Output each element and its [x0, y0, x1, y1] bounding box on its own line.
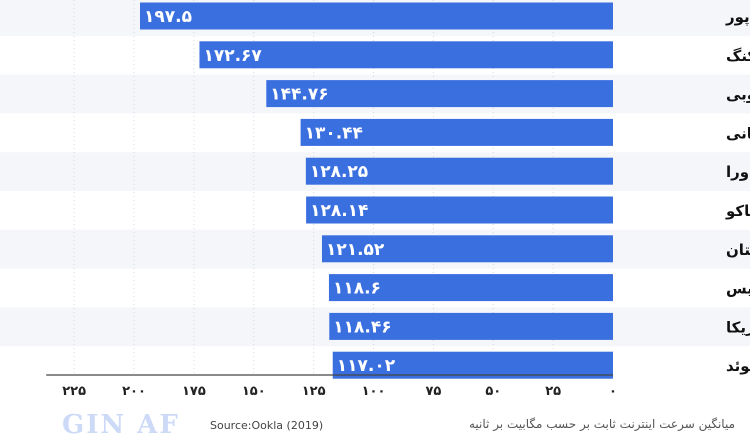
bar-value-label: ۱۱۸.۴۶ — [333, 317, 391, 337]
category-label: کره‌ی جنوبی — [726, 86, 750, 104]
category-label: رومانی — [726, 124, 750, 142]
gridlines — [73, 0, 554, 375]
bar — [300, 118, 613, 146]
category-label: سنگاپور — [725, 8, 750, 27]
bar-value-label: ۱۱۷.۰۲ — [337, 356, 396, 376]
category-label: هنگ کنگ — [726, 47, 750, 65]
bar — [266, 80, 613, 108]
bar-value-label: ۱۷۲.۶۷ — [203, 46, 262, 66]
bar — [199, 41, 613, 69]
bar-value-label: ۱۲۸.۲۵ — [310, 162, 368, 182]
bar-value-label: ۱۱۸.۶ — [333, 279, 381, 299]
x-tick-label: ۱۵۰ — [242, 384, 266, 399]
x-tick-label: ۲۰۰ — [122, 384, 146, 399]
x-tick-label: ۱۷۵ — [182, 384, 206, 399]
category-label: سوئد — [726, 357, 750, 375]
x-tick-label: ۵۰ — [485, 384, 501, 399]
category-label: مجارستان — [726, 241, 750, 259]
bar — [321, 235, 613, 263]
category-labels: سنگاپور هنگ کنگ کره‌ی جنوبی رومانی آندورا مون… — [725, 8, 750, 375]
bar-value-label: ۱۲۱.۵۲ — [326, 240, 385, 260]
x-axis-ticks: ۰ ۲۵ ۵۰ ۷۵ ۱۰۰ ۱۲۵ ۱۵۰ ۱۷۵ ۲۰۰ ۲۲۵ — [62, 384, 617, 399]
bar — [329, 312, 613, 340]
bar — [328, 274, 613, 302]
bar — [332, 351, 613, 379]
category-label: سوئیس — [726, 280, 750, 298]
category-label: آندورا — [726, 163, 750, 181]
chart-source: Source:Ookla (2019) — [210, 419, 324, 432]
bar-value-label: ۱۹۷.۵ — [144, 7, 192, 27]
x-tick-label: ۲۲۵ — [62, 384, 86, 399]
x-tick-label: ۷۵ — [425, 384, 441, 399]
x-tick-label: ۱۲۵ — [302, 384, 326, 399]
category-label: آمریکا — [726, 318, 750, 336]
category-label: موناکو — [725, 202, 750, 220]
chart-title: میانگین سرعت اینترنت ثابت بر حسب مگابیت … — [468, 417, 735, 431]
bar-value-label: ۱۳۰.۴۴ — [305, 123, 363, 143]
bar — [305, 157, 613, 185]
x-tick-label: ۲۵ — [545, 384, 561, 399]
bar-value-label: ۱۲۸.۱۴ — [310, 201, 368, 221]
bar — [306, 196, 613, 224]
bars: ۱۹۷.۵ ۱۷۲.۶۷ ۱۴۴.۷۶ ۱۳۰.۴۴ ۱۲۸.۲۵ ۱۲۸.۱۴ ۱۲۱.۵… — [139, 2, 614, 379]
bar-chart: ۱۹۷.۵ ۱۷۲.۶۷ ۱۴۴.۷۶ ۱۳۰.۴۴ ۱۲۸.۲۵ ۱۲۸.۱۴ ۱۲۱.۵… — [0, 0, 750, 399]
bar — [139, 2, 614, 30]
x-tick-label: ۰ — [609, 384, 617, 399]
bar-value-label: ۱۴۴.۷۶ — [270, 85, 328, 105]
x-tick-label: ۱۰۰ — [362, 384, 386, 399]
watermark-logo: GIN AF — [62, 410, 180, 440]
